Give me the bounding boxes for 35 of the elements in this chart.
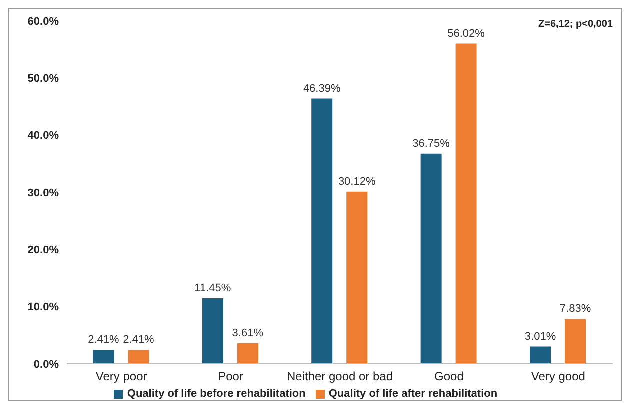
data-label: 30.12% [338, 176, 376, 188]
data-label: 3.01% [524, 330, 556, 343]
data-label: 46.39% [303, 82, 341, 95]
bar [456, 44, 477, 364]
y-tick-label: 40.0% [28, 130, 60, 142]
data-label: 56.02% [448, 28, 486, 40]
y-tick-label: 10.0% [28, 302, 60, 314]
bar [565, 319, 586, 364]
y-tick-label: 60.0% [28, 16, 60, 28]
x-tick-label: Very good [531, 370, 586, 384]
data-label: 3.61% [232, 327, 264, 340]
data-label: 11.45% [194, 282, 232, 295]
legend-label: Quality of life after rehabilitation [328, 388, 498, 400]
bar [202, 298, 224, 364]
x-tick-label: Good [434, 370, 464, 384]
data-label: 2.41% [88, 334, 120, 346]
y-tick-label: 30.0% [28, 187, 60, 200]
y-tick-label: 20.0% [28, 244, 60, 257]
bar [420, 154, 442, 364]
data-label: 7.83% [560, 303, 592, 316]
data-label: 36.75% [412, 138, 450, 150]
annotation: Z=6,12; p<0,001 [538, 19, 613, 30]
y-tick-label: 50.0% [28, 73, 60, 86]
legend-label: Quality of life before rehabilitation [127, 388, 306, 400]
bar [312, 98, 333, 364]
x-tick-label: Very poor [96, 370, 148, 384]
y-tick-label: 0.0% [34, 358, 60, 371]
bar [128, 350, 150, 364]
x-tick-label: Neither good or bad [286, 370, 394, 384]
data-label: 2.41% [123, 334, 155, 346]
x-tick-label: Poor [218, 370, 244, 384]
bar [346, 192, 368, 364]
bar [237, 343, 258, 364]
bar [530, 346, 552, 364]
bar [93, 350, 114, 364]
